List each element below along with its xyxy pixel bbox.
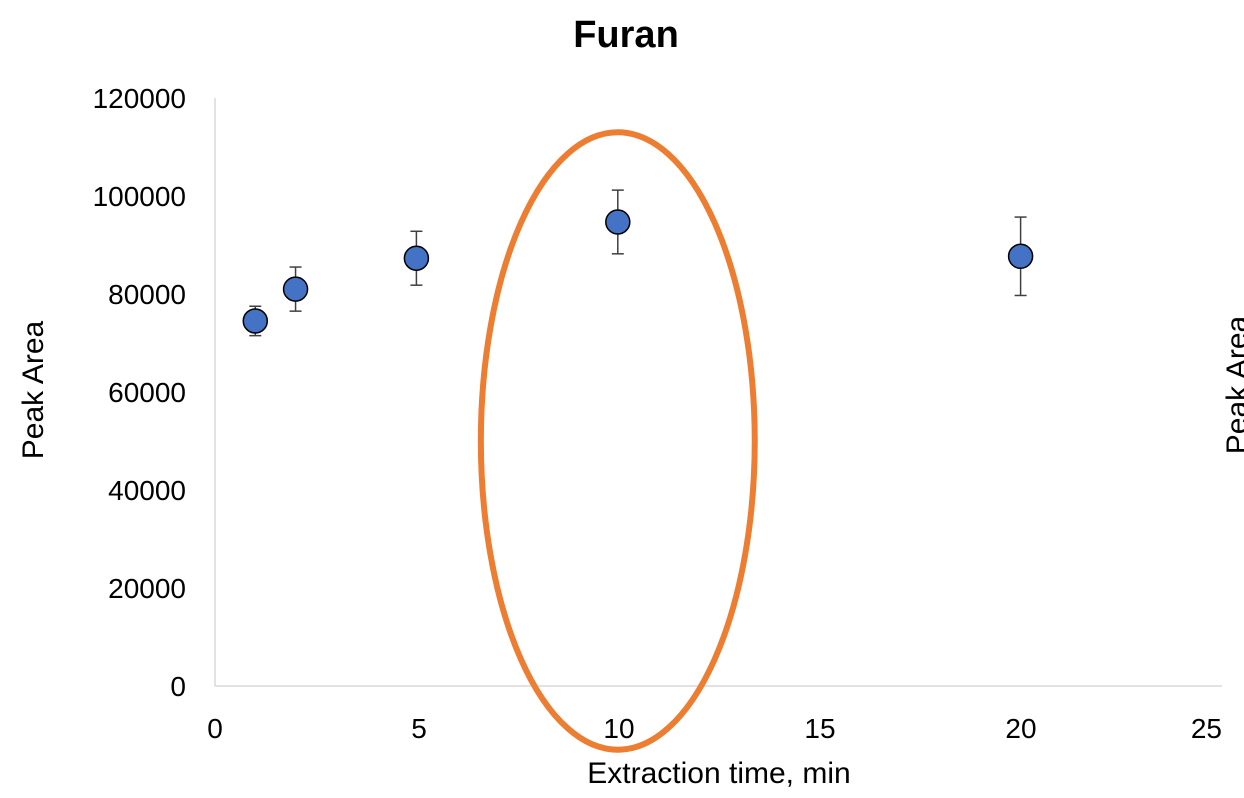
y-tick-label: 60000 <box>108 377 186 408</box>
x-tick-label: 10 <box>603 713 634 744</box>
x-tick-label: 5 <box>411 713 427 744</box>
data-point <box>605 209 631 235</box>
y-tick-label: 100000 <box>93 181 186 212</box>
data-point <box>242 308 269 334</box>
y-tick-label: 120000 <box>93 83 186 114</box>
plot-area <box>214 98 1222 687</box>
x-axis-title: Extraction time, min <box>587 757 850 790</box>
x-tick-labels: 0 5 10 15 20 25 <box>207 713 1222 744</box>
x-tick-label: 15 <box>804 713 835 744</box>
y-tick-label: 20000 <box>108 573 186 604</box>
data-point <box>1007 243 1034 270</box>
highlight-ellipse <box>477 129 758 753</box>
x-tick-label: 0 <box>207 713 223 744</box>
data-point <box>282 276 309 302</box>
x-tick-label: 20 <box>1005 713 1036 744</box>
chart-title: Furan <box>573 14 679 56</box>
y-tick-labels: 0 20000 40000 60000 80000 100000 120000 <box>93 83 186 702</box>
y-tick-label: 40000 <box>108 475 186 506</box>
clipped-axis-title-right: Peak Area <box>1221 315 1244 454</box>
y-tick-label: 0 <box>170 671 186 702</box>
x-tick-label: 25 <box>1191 713 1222 744</box>
data-marks <box>242 129 1034 753</box>
y-axis-title: Peak Area <box>17 320 50 459</box>
y-tick-label: 80000 <box>108 279 186 310</box>
data-point <box>403 245 430 271</box>
